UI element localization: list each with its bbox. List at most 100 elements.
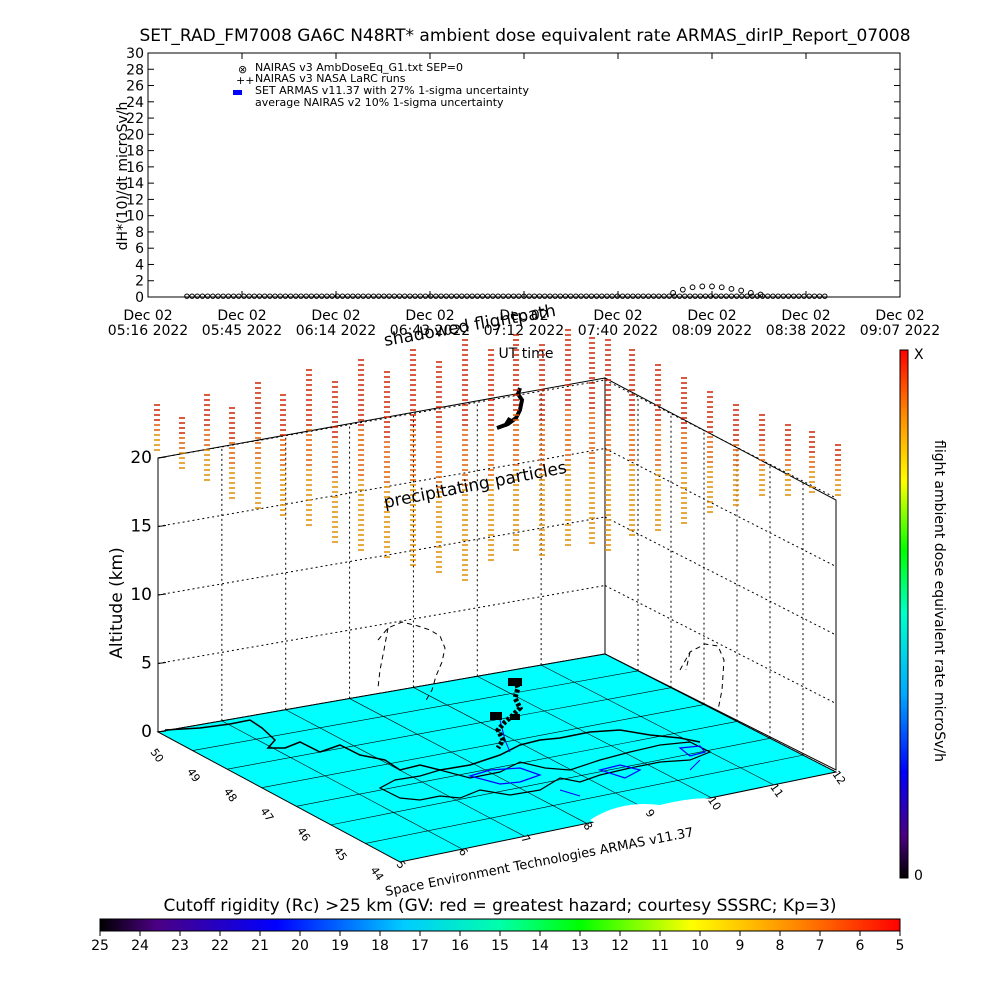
data-point-bump — [728, 285, 735, 292]
data-point — [334, 293, 340, 299]
data-point — [365, 293, 372, 299]
wall-gridline — [157, 448, 606, 527]
data-point — [708, 293, 714, 299]
ground-gridline — [285, 709, 525, 837]
legend-marker-nairas-v3-sep: ⊗ — [238, 63, 247, 76]
data-point — [780, 293, 787, 299]
data-point — [765, 293, 771, 299]
data-point — [282, 293, 289, 299]
altitude-tick-mark — [157, 662, 167, 664]
x-tick-label-time: 05:45 2022 — [202, 323, 282, 339]
x-tick-label-date: Dec 02 — [217, 308, 266, 324]
x-tick-label-time: 06:43 2022 — [390, 323, 470, 339]
data-point — [676, 293, 683, 299]
ground-shadow-track — [490, 678, 524, 750]
data-point — [619, 293, 626, 299]
wall-gridline — [604, 448, 837, 567]
data-point — [500, 293, 506, 299]
data-point — [801, 293, 807, 299]
data-point — [505, 293, 512, 299]
data-point — [728, 293, 735, 299]
colorbar-gradient — [899, 349, 909, 879]
data-point — [339, 293, 346, 299]
data-point — [261, 293, 268, 299]
ground-gridline — [261, 704, 705, 789]
rc-tick-label: 5 — [896, 938, 905, 954]
y-tick-label: 16 — [126, 160, 144, 176]
data-point — [433, 293, 439, 299]
x-tick-label-date: Dec 02 — [781, 308, 830, 324]
wall-gridline — [157, 585, 606, 664]
data-point — [225, 293, 232, 299]
latitude-tick-label: 44 — [368, 864, 387, 883]
wall-gridline — [604, 585, 837, 704]
data-point — [661, 293, 667, 299]
data-point-bump — [709, 283, 715, 290]
data-point — [189, 293, 195, 299]
legend: ⊗ NAIRAS v3 AmbDoseEq_G1.txt SEP=0 ++ NA… — [233, 61, 529, 109]
y-tick-label: 8 — [135, 225, 144, 241]
x-tick-label-date: Dec 02 — [123, 308, 172, 324]
data-point — [796, 293, 802, 299]
y-tick-label: 14 — [126, 176, 144, 192]
x-tick-label-time: 06:14 2022 — [296, 323, 376, 339]
data-point — [459, 293, 465, 299]
data-point — [640, 293, 646, 299]
rc-tick-label: 11 — [651, 938, 669, 954]
rc-tick-label: 9 — [736, 938, 745, 954]
data-point — [443, 293, 449, 299]
data-point — [236, 293, 242, 299]
data-point — [557, 293, 564, 299]
latitude-tick-label: 45 — [331, 845, 350, 864]
x-tick-label-time: 08:09 2022 — [672, 323, 752, 339]
data-point — [479, 293, 486, 299]
y-tick-label: 0 — [135, 290, 144, 306]
data-point — [313, 293, 320, 299]
altitude-tick-mark — [157, 593, 167, 596]
data-point — [396, 293, 403, 299]
legend-entry-nairas-v3-larc: NAIRAS v3 NASA LaRC runs — [255, 72, 406, 85]
shadowed-flightpath-outline-right — [679, 643, 725, 711]
ground-gridline — [365, 754, 804, 844]
data-point — [739, 293, 745, 299]
precipitating-particles-columns — [154, 329, 841, 581]
rc-tick-label: 20 — [291, 938, 309, 954]
rc-tick-label: 18 — [371, 938, 389, 954]
data-point — [666, 293, 672, 299]
data-point — [484, 293, 491, 299]
data-point — [567, 293, 574, 299]
x-tick-label-date: Dec 02 — [405, 308, 454, 324]
data-point — [822, 293, 828, 299]
data-point — [344, 293, 351, 299]
data-point — [754, 293, 761, 299]
y-tick-label: 24 — [126, 95, 144, 111]
ground-gridline — [413, 687, 650, 811]
altitude-tick-mark — [157, 525, 167, 527]
wall-gridline — [157, 516, 606, 596]
data-point — [287, 293, 294, 299]
data-point — [495, 293, 501, 299]
data-point — [723, 293, 729, 299]
x-tick-label-time: 08:38 2022 — [766, 323, 846, 339]
data-point — [474, 293, 481, 299]
data-point — [625, 293, 631, 299]
data-point — [531, 293, 538, 299]
data-point — [682, 293, 688, 299]
data-point — [573, 293, 579, 299]
map-lakes-rivers — [467, 745, 707, 785]
dose-rate-colorbar: X 0 flight ambient dose equivalent rate … — [899, 347, 947, 884]
cutoff-rigidity-title: Cutoff rigidity (Rc) >25 km (GV: red = g… — [163, 896, 836, 916]
map-border-outline — [378, 741, 712, 801]
altitude-tick-label: 5 — [141, 654, 152, 674]
data-point-bump — [747, 290, 754, 296]
data-point-bump — [757, 291, 764, 298]
data-point — [656, 293, 662, 299]
y-tick-label: 26 — [126, 79, 144, 95]
rc-tick-label: 13 — [571, 938, 589, 954]
ground-gridline — [349, 698, 587, 824]
data-point — [241, 293, 247, 299]
data-point — [635, 293, 641, 299]
altitude-axis-label: Altitude (km) — [107, 547, 127, 659]
data-point — [246, 293, 252, 299]
